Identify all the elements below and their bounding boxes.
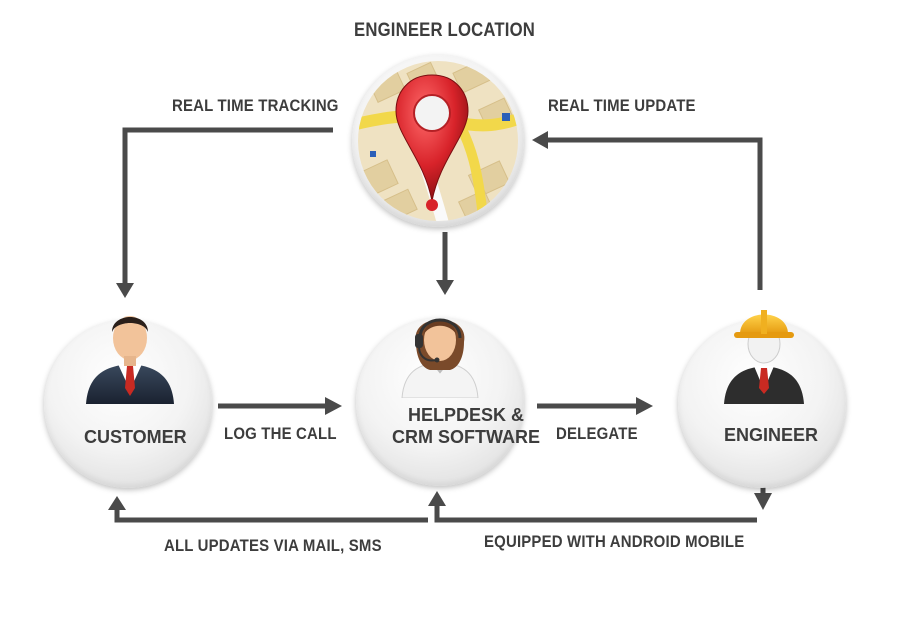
equipped-label: EQUIPPED WITH ANDROID MOBILE xyxy=(484,532,745,551)
helpdesk-label-line2: CRM SOFTWARE xyxy=(392,427,540,447)
engineer-label: ENGINEER xyxy=(724,425,819,445)
all-updates-arrow xyxy=(114,508,428,523)
all-updates-label: ALL UPDATES VIA MAIL, SMS xyxy=(164,536,382,555)
engineer-location-title: ENGINEER LOCATION xyxy=(354,20,536,41)
real-time-tracking-label: REAL TIME TRACKING xyxy=(172,96,339,115)
log-the-call-label: LOG THE CALL xyxy=(224,424,337,443)
real-time-update-label: REAL TIME UPDATE xyxy=(548,96,696,115)
helpdesk-label: HELPDESK & CRM SOFTWARE xyxy=(392,404,540,448)
equipped-arrow xyxy=(434,506,757,523)
update-arrow xyxy=(548,137,763,290)
helpdesk-label-line1: HELPDESK & xyxy=(407,405,524,425)
map-pin-icon xyxy=(358,61,518,221)
businessman-icon xyxy=(86,316,174,404)
map-circle xyxy=(352,55,524,227)
support-agent-icon xyxy=(401,318,479,398)
engineer-hardhat-icon xyxy=(724,310,804,404)
tracking-arrow xyxy=(122,127,333,283)
customer-label: CUSTOMER xyxy=(84,427,187,447)
delegate-label: DELEGATE xyxy=(556,424,638,443)
